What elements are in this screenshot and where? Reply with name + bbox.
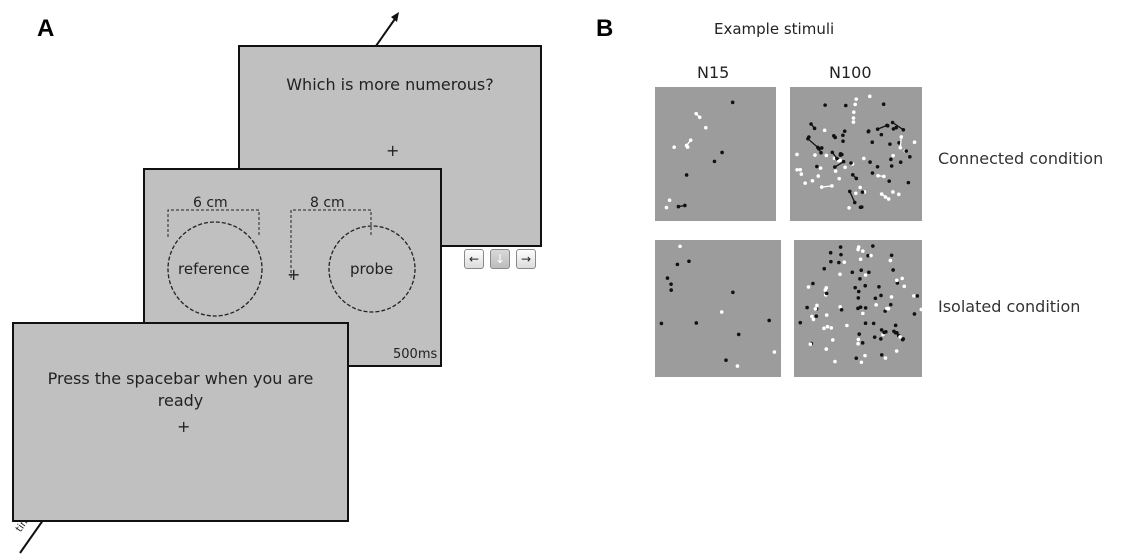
fixation-cross-back: + xyxy=(386,141,400,160)
stimulus-n100-isolated xyxy=(794,240,922,377)
column-label-n15: N15 xyxy=(697,63,730,82)
left-arrow-key: ← xyxy=(464,249,484,269)
down-arrow-key: ↓ xyxy=(490,249,510,269)
question-text: Which is more numerous? xyxy=(286,75,494,94)
stimulus-n15-connected xyxy=(655,87,776,221)
connected-condition-label: Connected condition xyxy=(938,149,1104,168)
right-arrow-key: → xyxy=(516,249,536,269)
stimulus-n15-isolated xyxy=(655,240,781,377)
reference-distance: 6 cm xyxy=(193,195,228,211)
instruction-text: Press the spacebar when you are ready xyxy=(47,369,314,410)
fixation-cross-front: + xyxy=(177,417,191,436)
probe-label: probe xyxy=(350,260,394,278)
stimulus-n100-connected xyxy=(790,87,922,221)
panel-a-letter: A xyxy=(37,15,55,42)
panel-b-title: Example stimuli xyxy=(714,20,835,38)
isolated-condition-label: Isolated condition xyxy=(938,297,1081,316)
duration-label: 500ms xyxy=(393,347,438,362)
screen-instruction: Press the spacebar when you are ready + xyxy=(12,322,349,522)
fixation-cross-middle: + xyxy=(287,265,301,284)
reference-label: reference xyxy=(178,260,250,278)
probe-distance: 8 cm xyxy=(310,195,345,211)
column-label-n100: N100 xyxy=(829,63,872,82)
panel-b-letter: B xyxy=(596,15,614,42)
distance-brackets xyxy=(167,209,416,317)
